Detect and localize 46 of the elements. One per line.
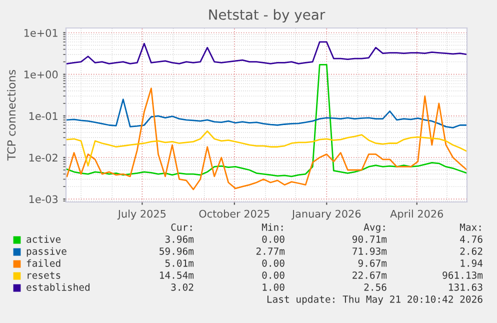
y-tick-label: 1e-01 — [29, 112, 58, 120]
x-tick-label: April 2026 — [390, 210, 444, 220]
text: 4.76 — [460, 235, 482, 243]
text: 3.02 — [171, 283, 194, 291]
text: Last update: Thu May 21 20:10:42 2026 — [267, 295, 482, 305]
text: 9.67m — [358, 259, 387, 267]
line-series — [66, 88, 467, 190]
text: Min: — [262, 223, 283, 231]
text: 5.01m — [165, 259, 194, 267]
text: 1.00 — [262, 283, 284, 291]
y-tick-label: 1e-03 — [29, 195, 58, 204]
legend-label: failed — [26, 259, 60, 267]
legend-label: active — [26, 235, 61, 243]
text: 59.96m — [160, 247, 194, 255]
text: 3.96m — [165, 235, 194, 243]
y-tick-label: 1e+00 — [24, 70, 58, 78]
legend-label: resets — [28, 272, 60, 279]
text: 14.54m — [160, 272, 194, 279]
line-series — [66, 41, 467, 64]
line-series — [66, 98, 467, 128]
text: 961.13m — [442, 271, 483, 279]
text: 131.63 — [449, 283, 482, 291]
text: Max: — [460, 224, 481, 231]
text: 2.56 — [364, 283, 386, 291]
text: 2.77m — [256, 247, 285, 255]
x-tick-label: January 2026 — [291, 210, 361, 220]
chart-title: Netstat - by year — [209, 9, 326, 23]
legend-label: passive — [26, 247, 66, 257]
text: 2.62 — [460, 247, 482, 255]
y-axis-title: TCP connections — [7, 70, 16, 161]
text: 1.94 — [460, 259, 483, 267]
text: 90.71m — [352, 235, 387, 243]
x-tick-label: October 2025 — [199, 210, 270, 218]
text: 22.67m — [352, 271, 387, 279]
x-tick-label: July 2025 — [117, 210, 166, 220]
line-series — [66, 130, 467, 167]
y-tick-label: 1e-02 — [29, 154, 58, 162]
text: 0.00 — [262, 271, 284, 279]
text: 71.93m — [352, 247, 387, 255]
text: 0.00 — [262, 259, 284, 267]
text: 0.00 — [262, 235, 284, 243]
line-series — [66, 64, 467, 178]
text: Avg: — [364, 224, 385, 233]
y-tick-label: 1e+01 — [24, 28, 58, 37]
legend-label: established — [26, 283, 90, 291]
text: Cur: — [171, 223, 192, 231]
